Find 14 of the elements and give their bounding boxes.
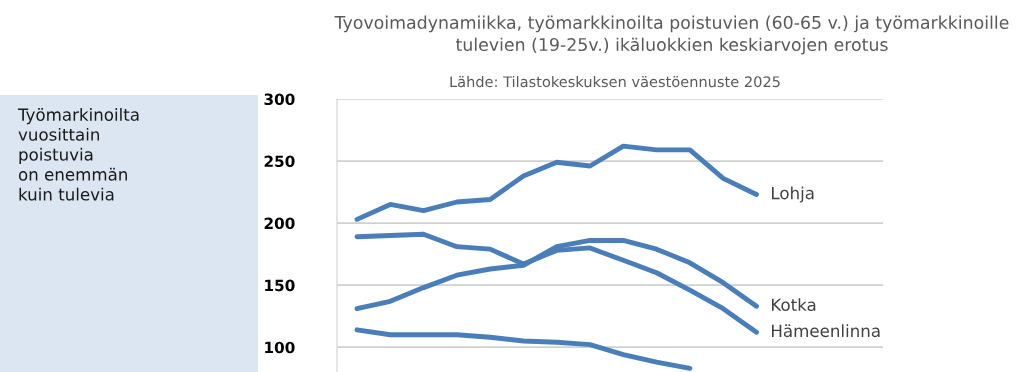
chart-title: Tyovoimadynamiikka, työmarkkinoilta poistuvien (60-65 v.) ja työmarkkinoille tulevien (19-25v.) ikäluokkien keskiarvojen erotus [334,15,1009,55]
y-tick-label: 100 [265,341,295,354]
line-series [354,231,759,335]
series-label: Kotka [772,298,816,312]
series-label: Lohja [772,186,814,203]
chart-subtitle: Lähde: Tilastokeskuksen väestöennuste 2025 [450,75,780,88]
line-series [354,143,759,222]
text: Työmarkinoilta vuosittain poistuvia on enemmän kuin tulevia [17,108,139,201]
line-series [354,327,693,371]
y-tick-label: 150 [265,279,295,292]
y-tick-label: 250 [264,155,295,168]
y-tick-label: 200 [264,217,295,230]
y-tick-label: 300 [264,93,295,106]
series-label: Hämeenlinna [772,324,880,338]
